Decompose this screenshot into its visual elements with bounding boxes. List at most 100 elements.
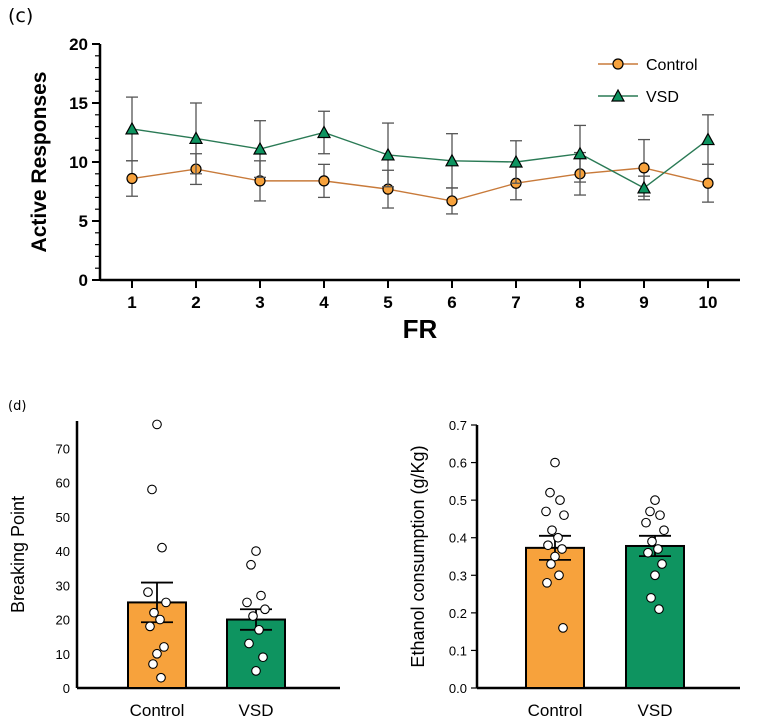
y-tick-label: 0.7 — [449, 418, 467, 433]
legend-marker-vsd — [610, 88, 626, 102]
y-tick-label: 10 — [69, 153, 88, 172]
data-point-vsd — [251, 546, 261, 556]
y-tick-label: 70 — [56, 441, 70, 456]
data-point-vsd — [188, 131, 204, 144]
category-label-control: Control — [528, 701, 583, 720]
panel-label-d: (d) — [8, 399, 26, 414]
x-tick-label: 7 — [511, 293, 520, 312]
legend-label-vsd: VSD — [646, 89, 679, 106]
data-point-control — [550, 457, 560, 468]
data-point-control — [147, 484, 157, 495]
x-tick-label: 1 — [127, 293, 136, 312]
y-tick-label: 10 — [56, 647, 70, 662]
data-point-control — [553, 532, 563, 543]
y-axis-title: Ethanol consumption (g/Kg) — [408, 445, 428, 667]
data-point-control — [148, 659, 158, 669]
data-point-control — [318, 175, 330, 187]
data-point-vsd — [242, 597, 252, 608]
panel-label-c: (c) — [8, 5, 33, 27]
x-tick-label: 4 — [319, 293, 329, 312]
series-line-vsd — [131, 128, 709, 189]
data-point-vsd — [647, 536, 657, 547]
data-point-vsd — [508, 154, 524, 168]
category-label-vsd: VSD — [638, 701, 673, 720]
data-point-vsd — [254, 624, 264, 635]
bar-vsd — [625, 544, 685, 689]
category-label-vsd: VSD — [239, 701, 274, 720]
series-line-control — [131, 167, 709, 202]
data-point-control — [555, 495, 565, 505]
data-point-control — [547, 525, 557, 536]
legend-label-control: Control — [646, 57, 698, 74]
y-tick-label: 0 — [79, 271, 88, 290]
data-point-vsd — [653, 544, 663, 554]
data-point-control — [546, 559, 556, 569]
y-tick-label: 0 — [63, 681, 70, 696]
data-point-control — [126, 172, 138, 185]
y-tick-label: 5 — [79, 212, 88, 231]
data-point-vsd — [645, 506, 655, 517]
y-tick-label: 40 — [56, 544, 70, 559]
data-point-vsd — [572, 146, 588, 160]
data-point-vsd — [636, 180, 652, 194]
y-tick-label: 0.3 — [449, 568, 467, 583]
y-axis-title: Breaking Point — [8, 496, 28, 613]
y-tick-label: 15 — [69, 94, 88, 113]
y-tick-label: 20 — [69, 35, 88, 54]
data-point-control — [152, 419, 162, 430]
data-point-vsd — [260, 604, 270, 615]
y-tick-label: 0.1 — [449, 643, 467, 658]
data-point-control — [155, 614, 165, 625]
data-point-vsd — [248, 611, 258, 621]
data-point-control — [152, 648, 162, 659]
x-axis-title: FR — [403, 314, 438, 344]
y-tick-label: 0.6 — [449, 456, 467, 471]
data-point-control — [541, 506, 551, 517]
data-point-vsd — [258, 652, 268, 663]
data-point-vsd — [252, 141, 268, 155]
x-tick-label: 6 — [447, 293, 456, 312]
y-tick-label: 20 — [56, 613, 70, 628]
data-point-control — [156, 672, 166, 683]
bar-chart-ethanol-consumption: 0.0 0.1 0.2 0.3 0.4 0.5 0.6 0.7 Ethanol consumpt… — [408, 418, 740, 720]
data-point-control — [545, 487, 555, 498]
y-axis-title: Active Responses — [28, 72, 51, 253]
data-point-vsd — [444, 153, 460, 167]
data-point-control — [558, 623, 568, 633]
data-point-vsd — [641, 517, 651, 528]
data-point-control — [702, 177, 714, 189]
data-point-vsd — [246, 559, 256, 570]
y-tick-label: 0.0 — [449, 681, 467, 696]
data-point-vsd — [650, 495, 660, 505]
category-label-control: Control — [130, 701, 185, 720]
data-point-control — [557, 544, 567, 554]
data-point-vsd — [256, 590, 266, 601]
data-point-vsd — [643, 547, 653, 558]
x-tick-label: 5 — [383, 293, 392, 312]
y-tick-label: 0.5 — [449, 493, 467, 508]
data-point-control — [559, 510, 569, 521]
data-point-control — [157, 542, 167, 553]
data-point-vsd — [244, 638, 254, 649]
data-point-vsd — [700, 132, 716, 146]
data-point-control — [159, 642, 169, 652]
data-point-control — [542, 577, 552, 588]
data-point-control — [143, 587, 153, 598]
data-point-control — [554, 570, 564, 581]
data-point-vsd — [654, 604, 664, 614]
data-point-vsd — [316, 125, 332, 139]
data-point-control — [550, 551, 560, 562]
x-tick-label: 2 — [191, 293, 200, 312]
data-point-vsd — [655, 510, 665, 521]
x-tick-label: 8 — [575, 293, 584, 312]
bar-control — [525, 546, 585, 690]
data-point-control — [638, 162, 650, 174]
data-point-vsd — [650, 570, 660, 581]
y-tick-label: 0.4 — [449, 531, 467, 546]
data-point-control — [543, 540, 553, 551]
data-point-vsd — [380, 147, 396, 161]
data-point-vsd — [659, 525, 669, 536]
data-point-vsd — [251, 666, 261, 676]
data-point-vsd — [657, 559, 667, 569]
